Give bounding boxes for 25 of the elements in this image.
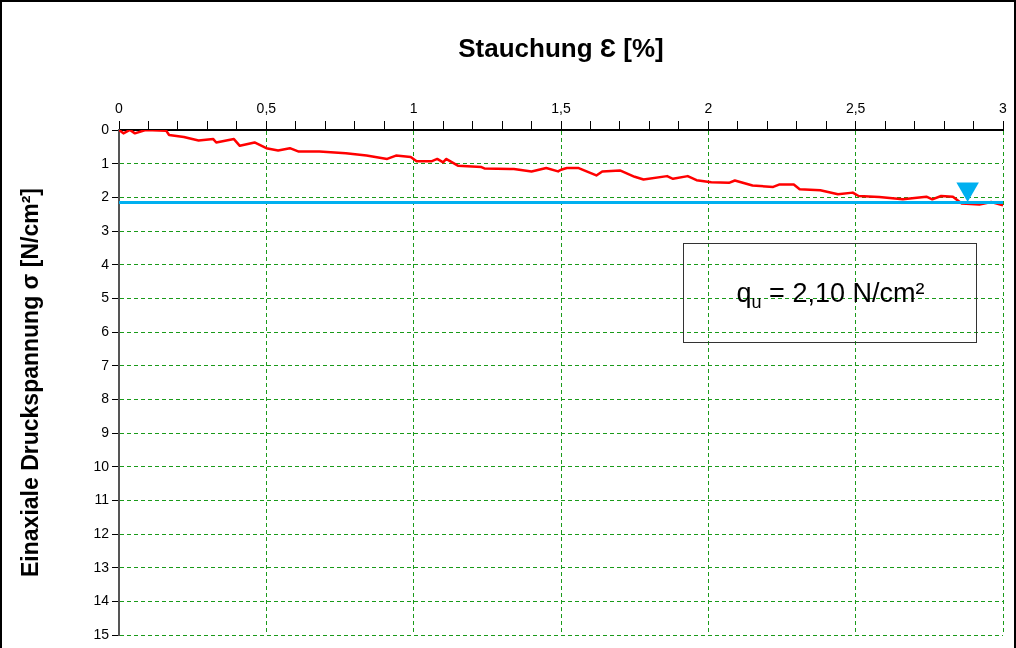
y-tick-label: 9 [101,423,110,440]
y-tick-label: 6 [101,322,110,339]
y-tick-label: 5 [101,289,110,306]
y-tick-label: 4 [101,255,110,272]
y-tick-label: 3 [101,221,110,238]
y-axis-title: Einaxiale Druckspannung σ [N/cm²] [17,188,44,577]
y-tick-label: 11 [94,491,110,508]
x-tick-label: 0,5 [256,100,277,117]
y-tick-label: 14 [93,592,110,609]
y-tick-label: 2 [101,188,110,205]
y-tick-label: 7 [101,356,110,373]
y-tick-label: 8 [101,390,110,407]
y-tick-label: 0 [101,120,110,137]
x-tick-label: 1 [409,100,418,117]
y-tick-label: 1 [101,154,110,171]
y-tick-label: 10 [93,457,110,474]
y-tick-label: 12 [93,524,110,541]
y-tick-label: 15 [93,625,110,642]
x-tick-label: 1,5 [551,100,571,117]
x-tick-label: 2,5 [845,100,866,117]
y-tick-label: 13 [93,558,110,575]
x-axis-title: Stauchung Ɛ [%] [458,32,664,63]
x-tick-label: 3 [999,100,1008,117]
x-tick-label: 2 [704,100,713,117]
x-tick-label: 0 [115,100,124,117]
